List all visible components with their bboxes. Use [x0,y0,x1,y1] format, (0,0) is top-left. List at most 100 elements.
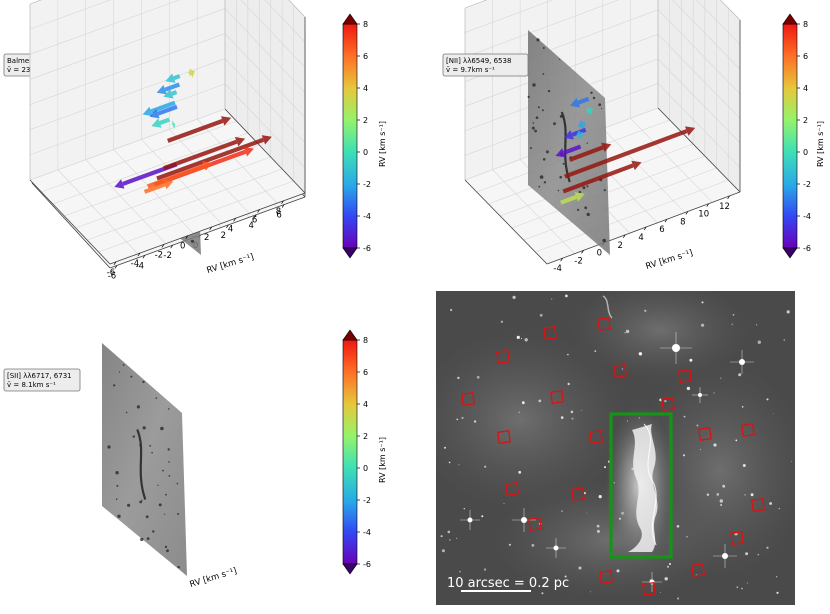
slice-feature [548,90,550,92]
slice-feature [191,240,194,243]
star [669,563,671,565]
x-tick-label: 6 [252,216,257,226]
x-tick-label: -4 [131,259,139,269]
x-tick-label: 10 [698,210,709,220]
colorbar-label: RV [km s⁻¹] [378,437,387,483]
colorbar-tick-label: -4 [363,528,371,537]
slice-feature [140,538,143,541]
star [639,352,642,355]
arrow-shaft [172,92,177,94]
star [677,597,679,599]
slice-feature [166,549,169,552]
legend-line-1: [SII] λλ6717, 6731 [7,372,72,380]
star [773,414,774,415]
star [769,502,772,505]
slice-feature [151,452,153,454]
slice-feature [602,239,606,243]
slice-feature [156,397,158,399]
slice-feature [127,504,130,507]
colorbar-tick-label: 4 [363,400,368,409]
star [501,321,503,323]
image-slice-plane [102,343,187,576]
colorbar-label: RV [km s⁻¹] [816,121,825,167]
star [779,508,780,509]
colorbar-tick-label: 6 [803,52,808,61]
star [622,368,623,369]
slice-feature [533,122,535,124]
star [461,417,463,419]
slice-feature [160,427,164,431]
colorbar-tick-label: -6 [803,244,811,253]
slice-feature [563,163,565,165]
star [561,416,564,419]
star [484,466,486,468]
x-tick-label: -2 [155,250,163,260]
colorbar-min-extension [343,564,357,574]
star [517,336,520,339]
star [568,383,570,385]
slice-feature [604,189,606,191]
slice-feature [178,566,180,568]
colorbar-min-extension [343,248,357,258]
star [561,510,563,512]
slice-feature [601,108,602,109]
star [714,392,715,393]
star [617,569,620,572]
x-axis-label: RV [km s⁻¹] [645,248,695,272]
x-tick-label: -6 [107,268,115,278]
x-tick-label: 2 [204,233,209,243]
colorbar-tick-label: -4 [803,212,811,221]
scale-bar-label: 10 arcsec = 0.2 pc [447,576,569,591]
star [519,412,520,413]
star [464,508,465,509]
star [449,539,450,540]
star [738,373,741,376]
star [518,471,521,474]
star [540,314,543,317]
slice-feature [536,38,539,41]
x-tick-label: 2 [221,231,226,241]
star [696,425,698,427]
colorbar-tick-label: -2 [803,180,811,189]
star [521,338,522,339]
star [767,398,769,400]
slice-feature [532,127,535,130]
x-tick-label: -2 [163,251,171,261]
x-tick-label: 0 [180,242,185,252]
slice-feature [116,485,118,487]
slice-feature [534,130,537,133]
slice-feature [119,371,120,372]
star [683,454,685,456]
star [586,513,587,514]
slice-feature [532,83,535,86]
star [444,447,446,449]
star [457,377,459,379]
star [758,341,761,344]
slice-feature [177,513,179,515]
colorbar-tick-label: -2 [363,180,371,189]
colorbar-max-extension [343,14,357,24]
legend-line-2: v̄ = 9.7km s⁻¹ [446,66,495,74]
star [456,419,458,421]
star [787,310,790,313]
x-tick-label: 6 [659,225,664,235]
star [733,314,735,316]
slice-feature [584,206,587,209]
star [567,354,569,356]
star [581,410,582,411]
star [456,538,457,539]
star [664,400,666,402]
star [441,535,443,537]
star [626,330,629,333]
slice-feature [586,185,588,187]
x-tick-label: 0 [597,249,602,259]
slice-feature [543,47,545,49]
legend-line-2: v̄ = 8.1km s⁻¹ [7,381,56,389]
slice-feature [590,92,592,94]
slice-feature [133,435,135,437]
colorbar-tick-label: -2 [363,496,371,505]
